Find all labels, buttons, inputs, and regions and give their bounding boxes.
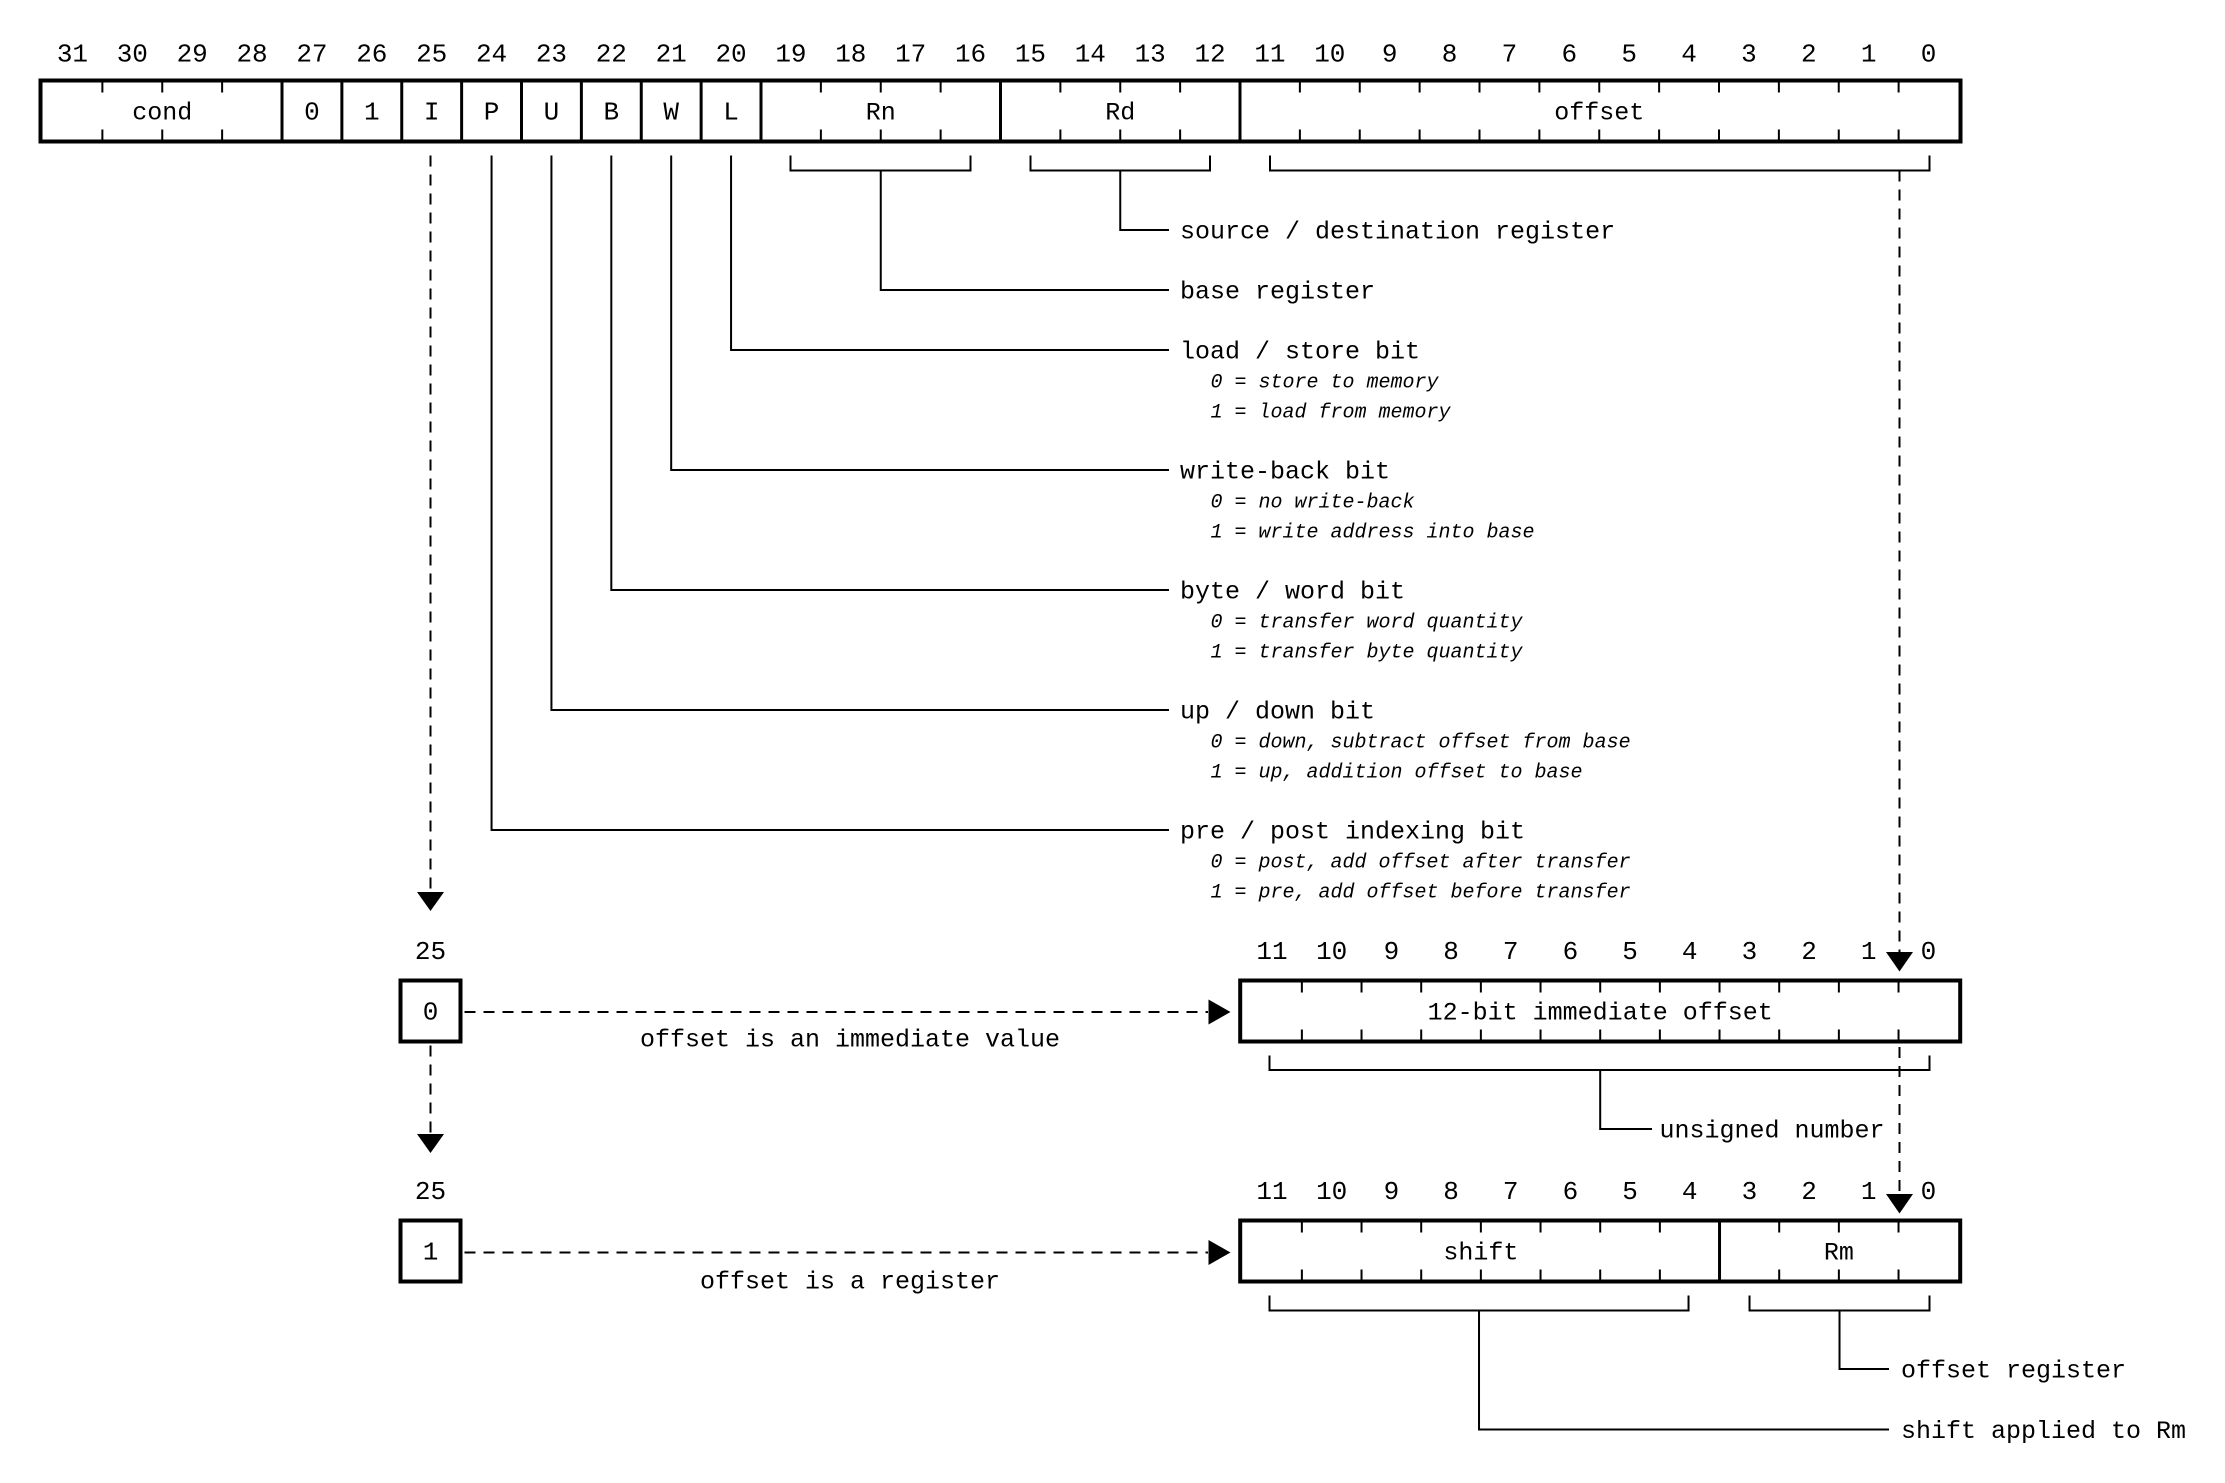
svg-text:offset: offset bbox=[1554, 99, 1644, 128]
svg-text:0 = transfer word quantity: 0 = transfer word quantity bbox=[1211, 612, 1524, 635]
svg-text:17: 17 bbox=[895, 39, 926, 69]
svg-text:1 = write address into base: 1 = write address into base bbox=[1211, 522, 1535, 545]
svg-text:4: 4 bbox=[1681, 39, 1697, 69]
svg-text:0 = no write-back: 0 = no write-back bbox=[1211, 492, 1415, 515]
svg-text:I: I bbox=[424, 98, 440, 128]
svg-text:12-bit immediate offset: 12-bit immediate offset bbox=[1428, 999, 1773, 1028]
svg-text:1: 1 bbox=[423, 1238, 439, 1268]
svg-text:source / destination register: source / destination register bbox=[1180, 218, 1615, 247]
svg-text:0: 0 bbox=[1921, 1177, 1937, 1207]
svg-text:1: 1 bbox=[1861, 39, 1877, 69]
svg-text:L: L bbox=[723, 98, 739, 128]
svg-text:shift: shift bbox=[1443, 1239, 1518, 1268]
svg-text:1 = load from memory: 1 = load from memory bbox=[1211, 402, 1452, 425]
svg-text:9: 9 bbox=[1384, 1177, 1400, 1207]
svg-text:1 = up, addition offset to bas: 1 = up, addition offset to base bbox=[1211, 762, 1583, 785]
svg-text:29: 29 bbox=[177, 39, 208, 69]
svg-text:2: 2 bbox=[1801, 39, 1817, 69]
svg-text:25: 25 bbox=[416, 39, 447, 69]
svg-text:1 = transfer byte quantity: 1 = transfer byte quantity bbox=[1211, 642, 1524, 665]
svg-text:31: 31 bbox=[57, 39, 88, 69]
svg-text:P: P bbox=[484, 98, 500, 128]
svg-text:22: 22 bbox=[596, 39, 627, 69]
svg-text:cond: cond bbox=[132, 99, 192, 128]
svg-text:7: 7 bbox=[1503, 1177, 1519, 1207]
svg-text:23: 23 bbox=[536, 39, 567, 69]
svg-text:4: 4 bbox=[1682, 937, 1698, 967]
svg-text:12: 12 bbox=[1194, 39, 1225, 69]
svg-text:base register: base register bbox=[1180, 278, 1375, 307]
svg-text:up / down bit: up / down bit bbox=[1180, 698, 1375, 727]
svg-text:shift applied to Rm: shift applied to Rm bbox=[1901, 1417, 2186, 1446]
svg-text:3: 3 bbox=[1741, 39, 1757, 69]
svg-text:8: 8 bbox=[1443, 937, 1459, 967]
svg-text:6: 6 bbox=[1563, 937, 1579, 967]
svg-text:30: 30 bbox=[117, 39, 148, 69]
svg-text:6: 6 bbox=[1562, 39, 1578, 69]
svg-text:load / store bit: load / store bit bbox=[1180, 338, 1420, 367]
svg-text:7: 7 bbox=[1502, 39, 1518, 69]
svg-text:1: 1 bbox=[1861, 1177, 1877, 1207]
svg-text:W: W bbox=[663, 98, 679, 128]
svg-text:13: 13 bbox=[1135, 39, 1166, 69]
svg-text:Rm: Rm bbox=[1824, 1239, 1854, 1268]
svg-text:unsigned number: unsigned number bbox=[1660, 1117, 1885, 1146]
svg-text:19: 19 bbox=[775, 39, 806, 69]
svg-text:3: 3 bbox=[1742, 937, 1758, 967]
svg-text:25: 25 bbox=[415, 1177, 446, 1207]
svg-text:27: 27 bbox=[296, 39, 327, 69]
svg-text:1: 1 bbox=[1861, 937, 1877, 967]
svg-text:1 = pre, add offset before tra: 1 = pre, add offset before transfer bbox=[1211, 882, 1631, 905]
svg-text:7: 7 bbox=[1503, 937, 1519, 967]
svg-text:0: 0 bbox=[1921, 937, 1937, 967]
svg-text:offset is a register: offset is a register bbox=[700, 1268, 1000, 1297]
svg-text:0 = post, add offset after tra: 0 = post, add offset after transfer bbox=[1211, 852, 1631, 875]
svg-text:11: 11 bbox=[1256, 1177, 1287, 1207]
svg-text:20: 20 bbox=[715, 39, 746, 69]
svg-text:18: 18 bbox=[835, 39, 866, 69]
svg-text:5: 5 bbox=[1622, 1177, 1638, 1207]
svg-text:5: 5 bbox=[1621, 39, 1637, 69]
svg-text:B: B bbox=[604, 98, 620, 128]
svg-text:21: 21 bbox=[656, 39, 687, 69]
svg-text:2: 2 bbox=[1801, 937, 1817, 967]
svg-text:offset is an immediate value: offset is an immediate value bbox=[640, 1026, 1060, 1055]
svg-text:10: 10 bbox=[1314, 39, 1345, 69]
svg-text:Rn: Rn bbox=[866, 99, 896, 128]
svg-text:9: 9 bbox=[1382, 39, 1398, 69]
svg-text:0: 0 bbox=[304, 98, 320, 128]
svg-text:9: 9 bbox=[1384, 937, 1400, 967]
svg-text:8: 8 bbox=[1443, 1177, 1459, 1207]
svg-text:10: 10 bbox=[1316, 937, 1347, 967]
svg-text:Rd: Rd bbox=[1105, 99, 1135, 128]
svg-text:3: 3 bbox=[1742, 1177, 1758, 1207]
svg-text:0 = store to memory: 0 = store to memory bbox=[1211, 372, 1440, 395]
svg-text:byte / word bit: byte / word bit bbox=[1180, 578, 1405, 607]
svg-text:5: 5 bbox=[1622, 937, 1638, 967]
svg-text:U: U bbox=[544, 98, 560, 128]
svg-text:14: 14 bbox=[1075, 39, 1106, 69]
svg-text:10: 10 bbox=[1316, 1177, 1347, 1207]
svg-text:15: 15 bbox=[1015, 39, 1046, 69]
svg-text:26: 26 bbox=[356, 39, 387, 69]
svg-text:6: 6 bbox=[1563, 1177, 1579, 1207]
svg-text:25: 25 bbox=[415, 937, 446, 967]
svg-text:11: 11 bbox=[1254, 39, 1285, 69]
svg-text:pre / post indexing bit: pre / post indexing bit bbox=[1180, 818, 1525, 847]
svg-text:8: 8 bbox=[1442, 39, 1458, 69]
svg-text:0: 0 bbox=[1921, 39, 1937, 69]
svg-text:11: 11 bbox=[1256, 937, 1287, 967]
svg-text:24: 24 bbox=[476, 39, 507, 69]
svg-text:0: 0 bbox=[423, 998, 439, 1028]
svg-text:2: 2 bbox=[1801, 1177, 1817, 1207]
svg-text:16: 16 bbox=[955, 39, 986, 69]
svg-text:write-back bit: write-back bit bbox=[1180, 458, 1390, 487]
svg-text:4: 4 bbox=[1682, 1177, 1698, 1207]
svg-text:28: 28 bbox=[236, 39, 267, 69]
svg-text:offset register: offset register bbox=[1901, 1357, 2126, 1386]
svg-text:1: 1 bbox=[364, 98, 380, 128]
svg-text:0 = down, subtract offset from: 0 = down, subtract offset from base bbox=[1211, 732, 1631, 755]
